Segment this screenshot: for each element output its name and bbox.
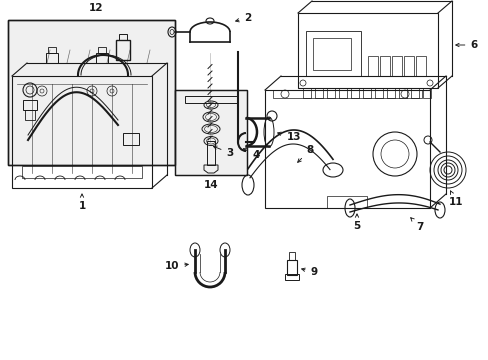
Text: 4: 4: [243, 149, 259, 160]
Text: 5: 5: [353, 214, 360, 231]
Bar: [422, 88, 430, 98]
Text: 3: 3: [213, 146, 233, 158]
Text: 10: 10: [164, 261, 188, 271]
Bar: [96, 53, 108, 63]
Bar: [403, 56, 413, 76]
Bar: [285, 274, 298, 280]
Bar: [12, 76, 152, 188]
Bar: [8, 20, 175, 165]
Bar: [184, 96, 237, 103]
Text: 1: 1: [78, 194, 85, 211]
Bar: [350, 88, 358, 98]
Text: 6: 6: [455, 40, 477, 50]
Bar: [398, 88, 406, 98]
Bar: [286, 260, 296, 275]
Bar: [8, 20, 175, 165]
Text: 2: 2: [235, 13, 251, 23]
Bar: [119, 34, 127, 40]
Bar: [338, 88, 346, 98]
Bar: [326, 88, 334, 98]
Bar: [123, 133, 139, 145]
Text: 12: 12: [88, 3, 103, 13]
Bar: [175, 90, 246, 175]
Bar: [410, 88, 418, 98]
Bar: [46, 53, 58, 63]
Bar: [314, 88, 323, 98]
Text: 14: 14: [203, 180, 218, 190]
Bar: [374, 88, 382, 98]
Bar: [206, 141, 215, 165]
Bar: [386, 88, 394, 98]
Bar: [305, 31, 360, 76]
Bar: [367, 56, 377, 76]
Text: 8: 8: [297, 145, 313, 162]
Bar: [175, 90, 246, 175]
Bar: [272, 90, 421, 98]
Bar: [297, 13, 437, 88]
Text: 11: 11: [448, 191, 462, 207]
Bar: [415, 56, 425, 76]
Bar: [379, 56, 389, 76]
Bar: [116, 40, 130, 60]
Bar: [25, 110, 35, 120]
Bar: [288, 252, 294, 260]
Bar: [98, 47, 106, 53]
Bar: [362, 88, 370, 98]
Bar: [391, 56, 401, 76]
Bar: [48, 47, 56, 53]
Bar: [22, 166, 142, 178]
Text: 9: 9: [301, 267, 317, 277]
Bar: [23, 100, 37, 110]
Bar: [312, 38, 350, 70]
Text: 7: 7: [410, 218, 423, 232]
Bar: [303, 88, 310, 98]
Bar: [264, 90, 429, 208]
Text: 13: 13: [277, 132, 301, 142]
Bar: [326, 196, 366, 208]
